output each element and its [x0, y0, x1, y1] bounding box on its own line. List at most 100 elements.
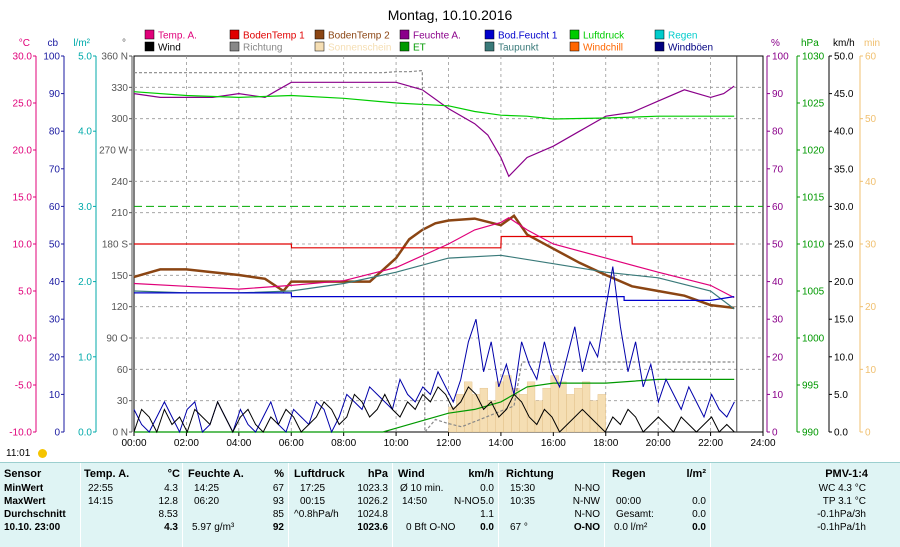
- axis-tick-label: -10.0: [9, 428, 32, 439]
- wind-header: Wind: [398, 468, 425, 480]
- direction-degrees: 67 °: [510, 522, 528, 533]
- axis-tick-label: 30: [117, 396, 129, 407]
- axis-tick-label: 30: [865, 240, 877, 251]
- temp-column: Temp. A. °C 22:55 4.3 14:15 12.8 8.53 4.3: [82, 463, 183, 547]
- axis-tick-label: 0: [865, 428, 871, 439]
- axis-tick-label: 90 O: [106, 334, 128, 345]
- pressure-trend-1h: -0.1hPa/1h: [817, 522, 866, 533]
- time-bar: 11:01: [0, 448, 900, 462]
- wind-beaufort: 0 Bft O-NO: [406, 522, 456, 533]
- legend-swatch: [569, 29, 580, 40]
- temp-unit: °C: [167, 468, 180, 480]
- x-tick-label: 10:00: [384, 438, 409, 449]
- rain-header: Regen: [612, 468, 646, 480]
- axis-tick-label: 300: [111, 114, 128, 125]
- sunshine-bar: [574, 387, 583, 433]
- pressure-min: 1023.3: [357, 483, 388, 494]
- axis-tick-label: 20.0: [834, 277, 854, 288]
- wind-column: Wind km/h Ø 10 min. 0.0 14:50 N-NO 5.0 1.1 0…: [394, 463, 499, 547]
- axis-tick-label: 60: [49, 202, 61, 213]
- current-label: 10.10. 23:00: [4, 522, 61, 533]
- sunshine-bar: [479, 387, 488, 433]
- axis-tick-label: 1025: [802, 99, 825, 110]
- legend-label: Windchill: [583, 43, 623, 54]
- x-tick-label: 08:00: [331, 438, 356, 449]
- sunshine-bar: [566, 394, 575, 433]
- axis-tick-label: 10: [865, 365, 877, 376]
- axis-tick-label: 90: [772, 89, 784, 100]
- legend-label: ET: [413, 43, 426, 54]
- series-line: [133, 91, 735, 120]
- current-time: 11:01: [6, 448, 31, 459]
- pressure-trend-3h: -0.1hPa/3h: [817, 509, 866, 520]
- axis-tick-label: 150: [111, 271, 128, 282]
- wind-max-time: 14:50: [402, 496, 428, 507]
- windchill-value: WC 4.3 °C: [818, 483, 866, 494]
- x-tick-label: 24:00: [750, 438, 775, 449]
- axis-tick-label: 50: [772, 240, 784, 251]
- direction-header: Richtung: [506, 468, 554, 480]
- humidity-column: Feuchte A.% 14:25 67 06:20 93 85 5.97 g/m³…: [184, 463, 289, 547]
- temp-avg: 8.53: [158, 509, 178, 520]
- legend-label: Feuchte A.: [413, 31, 461, 42]
- axis-unit: °: [122, 38, 126, 49]
- axis-tick-label: -5.0: [15, 381, 33, 392]
- direction-current: O-NO: [573, 522, 600, 533]
- axis-tick-label: 4.0: [78, 127, 92, 138]
- sunshine-bar: [582, 381, 591, 433]
- direction-max: N-NW: [572, 496, 600, 507]
- min-label: MinWert: [4, 483, 44, 494]
- axis-tick-label: 5.0: [78, 52, 92, 63]
- legend-swatch: [144, 41, 155, 52]
- axis-tick-label: 50: [865, 114, 877, 125]
- humidity-absolute: 5.97 g/m³: [192, 522, 235, 533]
- legend-label: Temp. A.: [158, 31, 197, 42]
- axis-tick-label: 995: [802, 381, 819, 392]
- avg-label: Durchschnitt: [4, 509, 66, 520]
- legend-swatch: [484, 29, 495, 40]
- direction-max-time: 10:35: [510, 496, 536, 507]
- legend-swatch: [314, 41, 325, 52]
- wind-max: 5.0: [480, 496, 494, 507]
- axis-tick-label: 20.0: [13, 146, 33, 157]
- axis-tick-label: 60: [772, 202, 784, 213]
- axis-tick-label: 80: [49, 127, 61, 138]
- axis-tick-label: 60: [865, 52, 877, 63]
- sun-icon: [38, 449, 47, 458]
- sunshine-bar: [589, 400, 599, 433]
- axis-tick-label: 10: [49, 390, 61, 401]
- legend-label: BodenTemp 1: [243, 31, 305, 42]
- rain-today: 0.0: [692, 496, 706, 507]
- max-label: MaxWert: [4, 496, 46, 507]
- rain-current: 0.0: [692, 522, 706, 533]
- sunshine-bar: [503, 375, 512, 433]
- series-line: [134, 378, 735, 433]
- x-tick-label: 02:00: [174, 438, 199, 449]
- series-line: [134, 69, 735, 434]
- temp-min: 4.3: [164, 483, 178, 494]
- axis-tick-label: 30.0: [13, 52, 33, 63]
- legend-label: Taupunkt: [498, 43, 539, 54]
- axis-tick-label: 0: [54, 428, 60, 439]
- humidity-header: Feuchte A.: [188, 468, 244, 480]
- legend-swatch: [654, 41, 665, 52]
- axis-tick-label: 30: [772, 315, 784, 326]
- sunshine-bar: [495, 381, 504, 433]
- axis-tick-label: 35.0: [834, 164, 854, 175]
- legend-swatch: [229, 41, 240, 52]
- axis-tick-label: 0 N: [112, 428, 128, 439]
- axis-tick-label: 50.0: [834, 52, 854, 63]
- rain-unit: l/m²: [686, 468, 706, 480]
- wind-current: 0.0: [480, 522, 494, 533]
- axis-unit: min: [864, 38, 880, 49]
- legend-swatch: [654, 29, 665, 40]
- x-tick-label: 18:00: [593, 438, 618, 449]
- rain-total-label: Gesamt:: [616, 509, 654, 520]
- axis-tick-label: 5.0: [18, 287, 32, 298]
- axis-tick-label: 90: [49, 89, 61, 100]
- humidity-min: 67: [272, 483, 284, 494]
- x-tick-label: 00:00: [121, 438, 146, 449]
- sunshine-bar: [448, 406, 457, 433]
- sunshine-bar: [534, 400, 543, 433]
- pressure-avg: 1024.8: [357, 509, 388, 520]
